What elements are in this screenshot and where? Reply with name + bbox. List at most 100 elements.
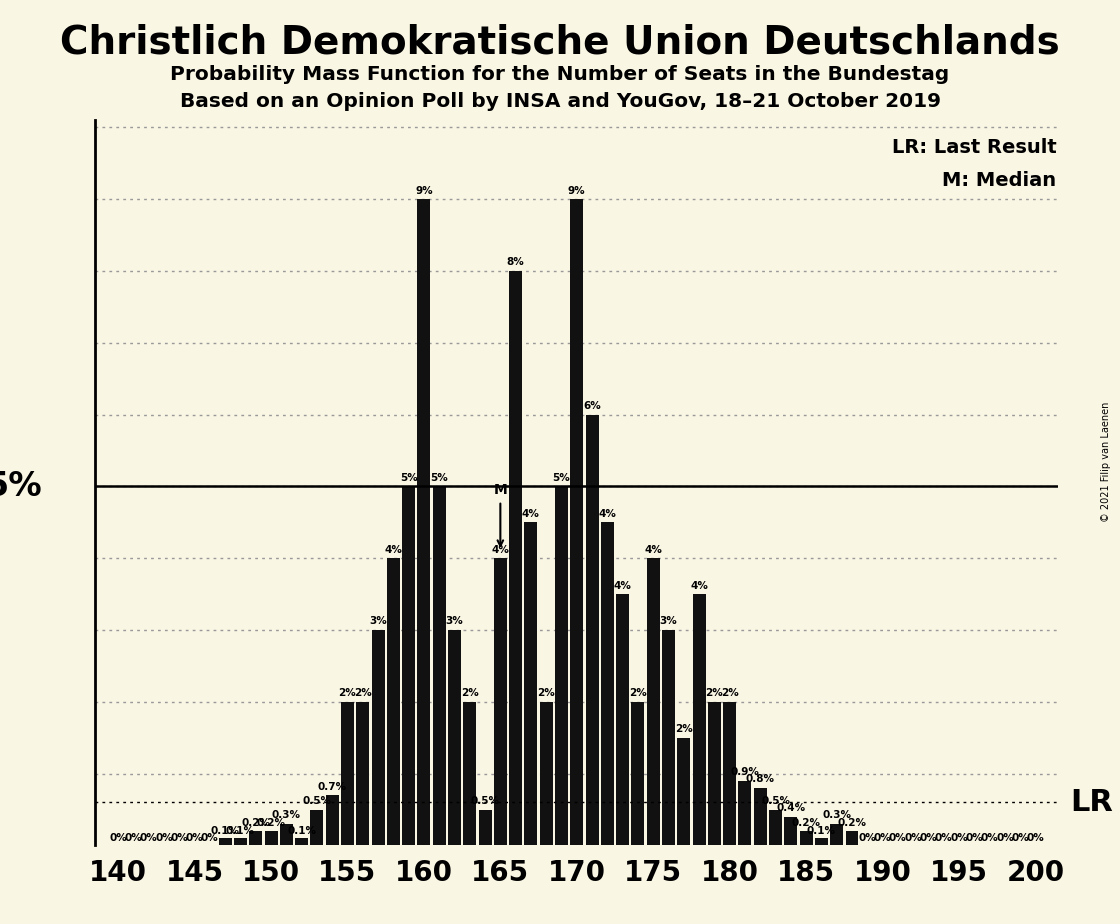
Bar [510, 271, 522, 845]
Bar [784, 817, 797, 845]
Text: 0%: 0% [950, 833, 968, 844]
Bar [524, 522, 538, 845]
Bar [340, 702, 354, 845]
Bar [264, 831, 278, 845]
Text: 3%: 3% [446, 616, 464, 626]
Text: 2%: 2% [629, 688, 647, 699]
Bar [295, 838, 308, 845]
Text: 0%: 0% [889, 833, 907, 844]
Bar [540, 702, 552, 845]
Bar [754, 788, 767, 845]
Bar [846, 831, 859, 845]
Bar [386, 558, 400, 845]
Text: 0.9%: 0.9% [730, 767, 759, 777]
Text: 0.1%: 0.1% [211, 826, 240, 836]
Text: 0%: 0% [874, 833, 892, 844]
Text: LR: Last Result: LR: Last Result [892, 139, 1056, 157]
Text: 0.1%: 0.1% [806, 826, 836, 836]
Text: 0%: 0% [904, 833, 922, 844]
Bar [250, 831, 262, 845]
Bar [326, 796, 338, 845]
Bar [556, 486, 568, 845]
Text: 0.1%: 0.1% [226, 826, 255, 836]
Text: 0.5%: 0.5% [470, 796, 500, 806]
Text: 0.4%: 0.4% [776, 803, 805, 813]
Text: 0.2%: 0.2% [241, 818, 270, 828]
Text: 0%: 0% [1027, 833, 1044, 844]
Bar [600, 522, 614, 845]
Text: 0.3%: 0.3% [272, 810, 301, 821]
Bar [478, 809, 492, 845]
Bar [738, 781, 752, 845]
Bar [632, 702, 644, 845]
Bar [586, 415, 598, 845]
Text: 0%: 0% [920, 833, 937, 844]
Text: 9%: 9% [416, 186, 432, 196]
Text: 0%: 0% [981, 833, 998, 844]
Text: 9%: 9% [568, 186, 586, 196]
Text: 2%: 2% [354, 688, 372, 699]
Bar [494, 558, 507, 845]
Text: 0.5%: 0.5% [302, 796, 332, 806]
Text: 0%: 0% [110, 833, 127, 844]
Text: 2%: 2% [338, 688, 356, 699]
Text: 4%: 4% [384, 544, 402, 554]
Bar [800, 831, 813, 845]
Text: 0%: 0% [1011, 833, 1029, 844]
Text: 0.1%: 0.1% [287, 826, 316, 836]
Text: 2%: 2% [706, 688, 724, 699]
Bar [708, 702, 721, 845]
Bar [724, 702, 736, 845]
Text: 4%: 4% [644, 544, 662, 554]
Text: 0%: 0% [140, 833, 158, 844]
Bar [692, 594, 706, 845]
Text: 0.2%: 0.2% [256, 818, 286, 828]
Bar [310, 809, 324, 845]
Text: 2%: 2% [538, 688, 556, 699]
Text: 0%: 0% [965, 833, 983, 844]
Text: 6%: 6% [584, 401, 601, 411]
Text: LR: LR [1070, 788, 1113, 817]
Text: 4%: 4% [598, 509, 616, 518]
Text: 0%: 0% [170, 833, 188, 844]
Bar [815, 838, 828, 845]
Text: M: Median: M: Median [942, 171, 1056, 190]
Text: 0.3%: 0.3% [822, 810, 851, 821]
Bar [234, 838, 246, 845]
Bar [830, 824, 843, 845]
Text: 0.2%: 0.2% [792, 818, 821, 828]
Text: 4%: 4% [492, 544, 510, 554]
Text: 5%: 5% [0, 470, 43, 503]
Text: Probability Mass Function for the Number of Seats in the Bundestag: Probability Mass Function for the Number… [170, 65, 950, 84]
Text: 4%: 4% [614, 580, 632, 590]
Text: 0%: 0% [186, 833, 204, 844]
Bar [356, 702, 370, 845]
Bar [418, 199, 430, 845]
Text: 8%: 8% [506, 258, 524, 267]
Text: 0.7%: 0.7% [318, 782, 347, 792]
Bar [646, 558, 660, 845]
Text: 5%: 5% [552, 473, 570, 482]
Bar [372, 630, 384, 845]
Text: Based on an Opinion Poll by INSA and YouGov, 18–21 October 2019: Based on an Opinion Poll by INSA and You… [179, 92, 941, 112]
Text: 0.5%: 0.5% [762, 796, 790, 806]
Text: 3%: 3% [660, 616, 678, 626]
Text: © 2021 Filip van Laenen: © 2021 Filip van Laenen [1101, 402, 1111, 522]
Text: 2%: 2% [721, 688, 738, 699]
Text: 0.8%: 0.8% [746, 774, 775, 784]
Text: 0.2%: 0.2% [838, 818, 867, 828]
Bar [678, 737, 690, 845]
Bar [616, 594, 629, 845]
Text: 0%: 0% [200, 833, 218, 844]
Text: 2%: 2% [461, 688, 478, 699]
Bar [432, 486, 446, 845]
Text: 3%: 3% [370, 616, 386, 626]
Bar [464, 702, 476, 845]
Text: Christlich Demokratische Union Deutschlands: Christlich Demokratische Union Deutschla… [60, 23, 1060, 61]
Text: 5%: 5% [400, 473, 418, 482]
Text: M: M [494, 483, 507, 497]
Bar [570, 199, 584, 845]
Text: 5%: 5% [430, 473, 448, 482]
Text: 0%: 0% [858, 833, 876, 844]
Text: 2%: 2% [675, 724, 692, 735]
